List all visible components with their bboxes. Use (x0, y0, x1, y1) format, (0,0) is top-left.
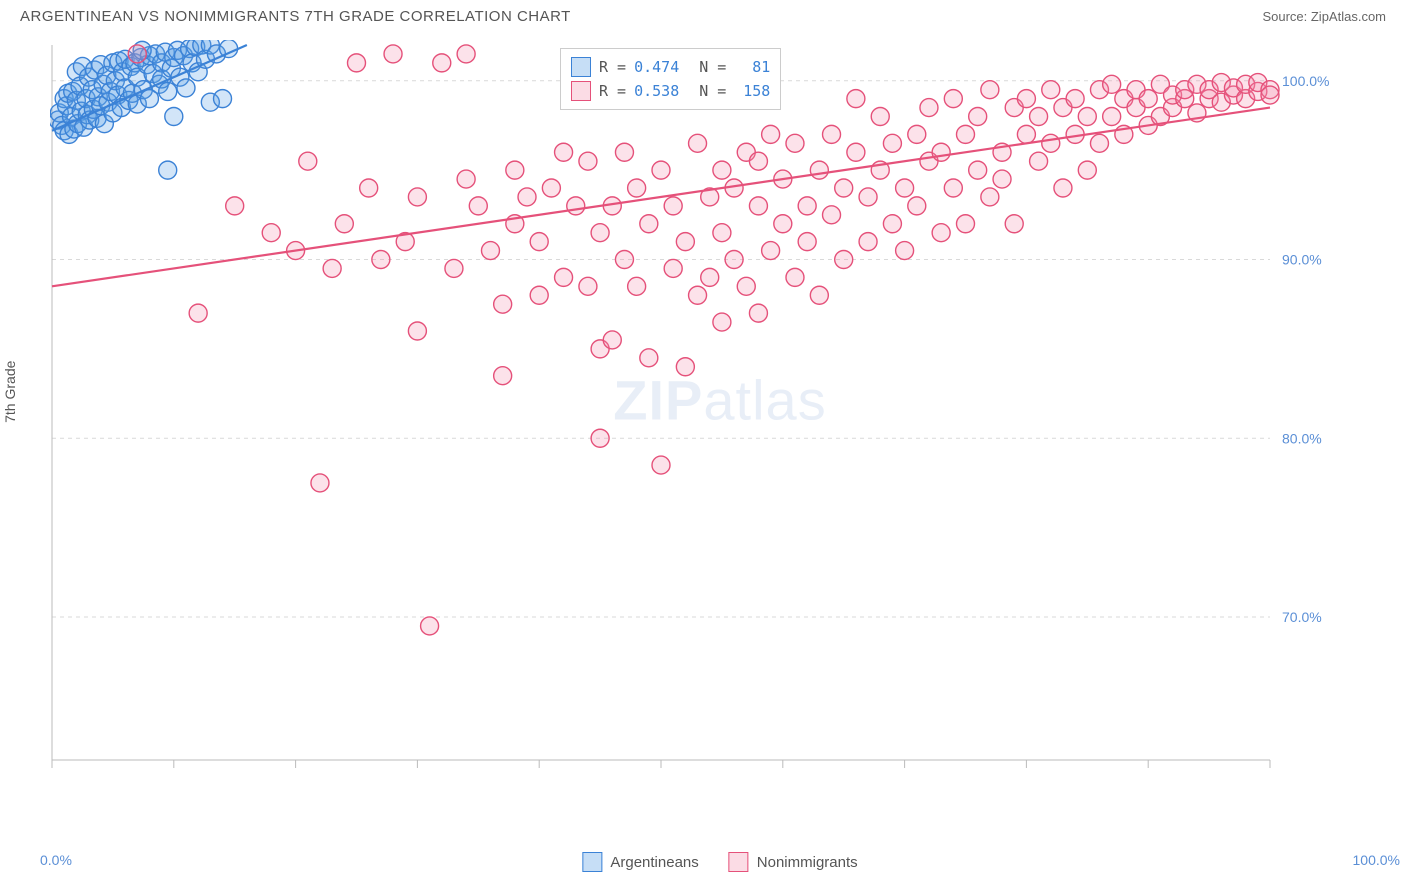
x-min-label: 0.0% (40, 852, 72, 868)
svg-text:80.0%: 80.0% (1282, 430, 1322, 446)
legend-swatch (582, 852, 602, 872)
chart-title: ARGENTINEAN VS NONIMMIGRANTS 7TH GRADE C… (20, 8, 571, 25)
svg-text:100.0%: 100.0% (1282, 73, 1329, 89)
legend-item: Nonimmigrants (729, 852, 858, 872)
legend-swatch (729, 852, 749, 872)
chart-source: Source: ZipAtlas.com (1262, 9, 1386, 24)
x-max-label: 100.0% (1353, 852, 1400, 868)
stats-row: R =0.474N =81 (571, 55, 770, 79)
chart-header: ARGENTINEAN VS NONIMMIGRANTS 7TH GRADE C… (0, 0, 1406, 29)
stats-row: R =0.538N =158 (571, 79, 770, 103)
legend-swatch (571, 57, 591, 77)
series-legend: Argentineans Nonimmigrants (582, 852, 857, 872)
y-axis-label: 7th Grade (2, 361, 18, 423)
scatter-chart: 70.0% 80.0% 90.0% 100.0% (50, 40, 1330, 800)
legend-swatch (571, 81, 591, 101)
legend-item: Argentineans (582, 852, 698, 872)
svg-text:90.0%: 90.0% (1282, 252, 1322, 268)
legend-label: Argentineans (610, 854, 698, 871)
chart-area: 70.0%80.0%90.0%100.0% ZIPatlas R =0.474N… (50, 40, 1390, 840)
legend-label: Nonimmigrants (757, 854, 858, 871)
svg-text:70.0%: 70.0% (1282, 609, 1322, 625)
stats-legend: R =0.474N =81R =0.538N =158 (560, 48, 781, 110)
